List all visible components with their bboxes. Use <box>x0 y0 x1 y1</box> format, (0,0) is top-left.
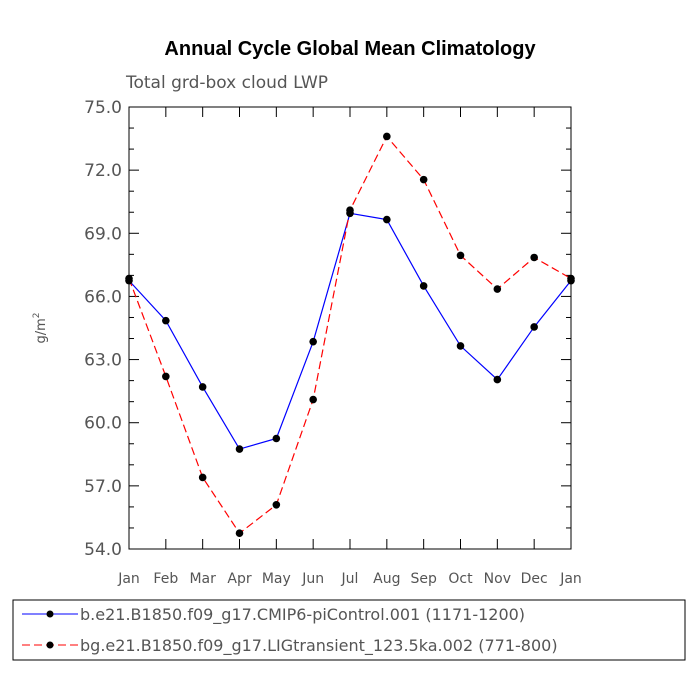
plot-frame <box>128 106 572 550</box>
legend-box <box>12 599 686 661</box>
x-tick-label: Jun <box>301 571 324 587</box>
chart-subtitle: Total grd-box cloud LWP <box>125 73 328 93</box>
x-tick-label: Dec <box>521 571 548 587</box>
y-axis-label-base: g/m <box>34 318 49 343</box>
series-1-point <box>162 372 170 381</box>
x-tick-label: Jul <box>341 571 359 587</box>
series-0-point <box>456 342 465 350</box>
x-tick-label: Oct <box>448 571 473 587</box>
series-line-0 <box>128 212 572 450</box>
series-1-point <box>346 206 354 214</box>
series-layer <box>125 132 575 538</box>
y-tick-label: 69.0 <box>84 224 122 244</box>
series-0-point <box>493 375 502 384</box>
series-1-point <box>493 285 502 293</box>
series-0-point <box>235 445 244 453</box>
x-tick-label: Mar <box>189 571 216 587</box>
y-tick-label: 66.0 <box>84 287 122 307</box>
axis-ticks <box>128 106 572 550</box>
legend-marker-LIGtransient <box>46 641 54 649</box>
legend-label-LIGtransient: bg.e21.B1850.f09_g17.LIGtransient_123.5k… <box>80 636 558 656</box>
x-tick-labels: Jan Feb Mar Apr May Jun Jul Aug Sep Oct Nov Dec Jan <box>117 571 582 587</box>
series-1-point <box>530 253 538 262</box>
x-tick-label: Jan <box>559 571 582 587</box>
series-line-1 <box>128 135 572 535</box>
x-tick-label: Aug <box>373 571 400 587</box>
series-1-point <box>309 395 317 404</box>
x-tick-label: Jan <box>117 571 140 587</box>
legend-label-piControl: b.e21.B1850.f09_g17.CMIP6-piControl.001 … <box>80 605 525 625</box>
x-tick-label: May <box>262 571 291 587</box>
series-0-point <box>162 316 170 325</box>
legend-marker-piControl <box>46 610 54 618</box>
series-0-point <box>272 434 281 443</box>
y-axis-label: g/m2 <box>32 312 49 343</box>
series-0-point <box>419 282 428 290</box>
chart-title: Annual Cycle Global Mean Climatology <box>164 38 536 60</box>
series-1-point <box>235 529 244 538</box>
y-tick-label: 72.0 <box>84 161 122 181</box>
y-tick-label: 75.0 <box>84 98 122 118</box>
x-tick-label: Sep <box>410 571 437 587</box>
y-tick-labels: 54.0 57.0 60.0 63.0 66.0 69.0 72.0 75.0 <box>84 98 122 560</box>
y-axis-label-exp: 2 <box>32 312 42 318</box>
y-tick-label: 54.0 <box>84 540 122 560</box>
y-tick-label: 60.0 <box>84 414 122 434</box>
series-0-point <box>309 337 317 346</box>
y-tick-label: 57.0 <box>84 477 122 497</box>
legend: b.e21.B1850.f09_g17.CMIP6-piControl.001 … <box>12 599 686 661</box>
y-tick-label: 63.0 <box>84 351 122 371</box>
x-tick-label: Nov <box>484 571 511 587</box>
x-tick-label: Feb <box>153 571 178 587</box>
series-1-point <box>456 251 465 260</box>
series-1-point <box>419 175 428 184</box>
series-1-point <box>272 501 281 509</box>
series-0-point <box>530 323 538 331</box>
series-0-point <box>198 383 207 391</box>
series-1-point <box>383 132 391 141</box>
x-tick-label: Apr <box>227 571 251 587</box>
series-0-point <box>383 215 391 224</box>
series-1-point <box>198 473 207 482</box>
